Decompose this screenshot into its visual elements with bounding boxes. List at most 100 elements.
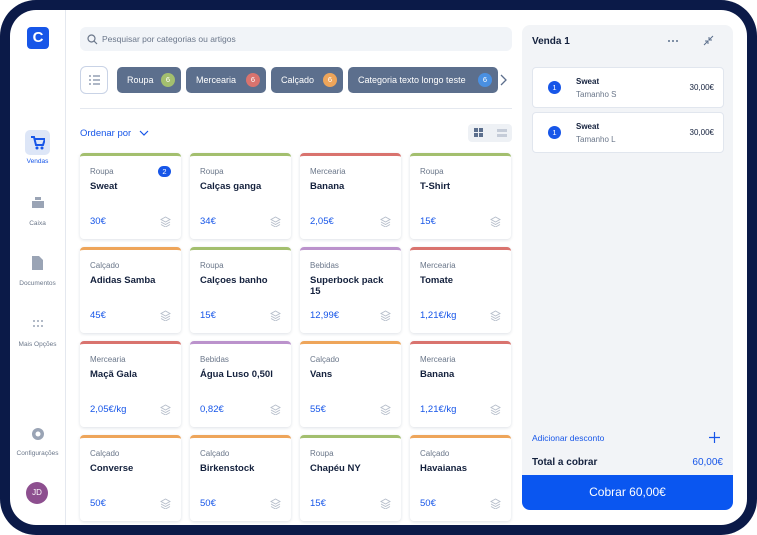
- stack-icon: [490, 216, 501, 227]
- stack-icon: [160, 310, 171, 321]
- product-name: Vans: [310, 369, 333, 380]
- product-price: 15€: [420, 216, 436, 227]
- product-name: Havaianas: [420, 463, 468, 474]
- app: C Vendas Caixa Documentos Mais Opções Co…: [10, 10, 747, 525]
- product-card[interactable]: Calçado Converse 50€: [80, 435, 181, 521]
- product-category: Bebidas: [200, 355, 229, 364]
- product-category: Calçado: [200, 449, 230, 458]
- search-placeholder: Pesquisar por categorias ou artigos: [102, 34, 236, 44]
- item-variant: Tamanho L: [576, 135, 616, 144]
- chip-count: 6: [246, 73, 260, 87]
- product-category: Mercearia: [420, 261, 456, 270]
- charge-button[interactable]: Cobrar 60,00€: [522, 475, 733, 510]
- product-price: 12,99€: [310, 310, 340, 321]
- product-card[interactable]: Roupa Calças ganga 34€: [190, 153, 291, 239]
- product-category: Calçado: [420, 449, 450, 458]
- stack-icon: [490, 498, 501, 509]
- nav-label[interactable]: Vendas: [26, 158, 49, 165]
- product-price: 50€: [90, 498, 106, 509]
- chip-label: Mercearia: [196, 75, 237, 85]
- category-chip[interactable]: Categoria texto longo teste 6: [348, 67, 498, 93]
- discount-link[interactable]: Adicionar desconto: [532, 433, 605, 443]
- product-name: Tomate: [420, 275, 454, 286]
- product-name: T-Shirt: [420, 181, 451, 192]
- sale-item[interactable]: 1 Sweat Tamanho S 30,00€: [532, 67, 724, 108]
- logo[interactable]: C: [27, 27, 49, 49]
- item-price: 30,00€: [689, 83, 714, 92]
- product-name: Superbock pack 15: [310, 275, 384, 297]
- nav-label[interactable]: Caixa: [29, 220, 46, 227]
- chip-label: Calçado: [281, 75, 315, 85]
- collapse-button[interactable]: [703, 35, 714, 46]
- product-price: 34€: [200, 216, 216, 227]
- product-name: Banana: [310, 181, 345, 192]
- chip-count: 6: [323, 73, 337, 87]
- sort-chevron[interactable]: [139, 129, 149, 137]
- product-price: 15€: [200, 310, 216, 321]
- product-category: Roupa: [310, 449, 334, 458]
- product-card[interactable]: Mercearia Banana 1,21€/kg: [410, 341, 511, 427]
- product-category: Roupa: [90, 167, 114, 176]
- sort-label[interactable]: Ordenar por: [80, 128, 132, 139]
- category-chip[interactable]: Mercearia 6: [186, 67, 266, 93]
- category-chip[interactable]: Roupa 6: [117, 67, 181, 93]
- stack-icon: [270, 404, 281, 415]
- product-name: Adidas Samba: [90, 275, 156, 286]
- stack-icon: [270, 498, 281, 509]
- product-category: Calçado: [90, 449, 120, 458]
- product-card[interactable]: Mercearia Tomate 1,21€/kg: [410, 247, 511, 333]
- product-category: Roupa: [200, 167, 224, 176]
- scroll-right[interactable]: [499, 74, 507, 86]
- product-name: Água Luso 0,50l: [200, 369, 273, 380]
- chip-count: 6: [161, 73, 175, 87]
- total-label: Total a cobrar: [532, 457, 598, 468]
- product-card[interactable]: Roupa Calçoes banho 15€: [190, 247, 291, 333]
- more-icon[interactable]: [32, 319, 44, 329]
- settings-icon[interactable]: [31, 427, 45, 441]
- product-card[interactable]: Roupa Chapéu NY 15€: [300, 435, 401, 521]
- stack-icon: [380, 498, 391, 509]
- sale-panel: Venda 1 1 Sweat Tamanho S 30,00€ 1 Sweat Taman…: [522, 25, 733, 510]
- item-qty: 1: [548, 126, 561, 139]
- sale-item[interactable]: 1 Sweat Tamanho L 30,00€: [532, 112, 724, 153]
- list-button[interactable]: [80, 66, 108, 94]
- cart-icon[interactable]: [30, 135, 45, 150]
- register-icon[interactable]: [31, 196, 45, 209]
- stack-icon: [380, 310, 391, 321]
- more-button[interactable]: [667, 39, 679, 43]
- product-card[interactable]: Roupa Sweat 30€ 2: [80, 153, 181, 239]
- product-price: 50€: [420, 498, 436, 509]
- item-qty: 1: [548, 81, 561, 94]
- search-bar[interactable]: Pesquisar por categorias ou artigos: [80, 27, 512, 51]
- add-discount[interactable]: [709, 432, 720, 443]
- product-card[interactable]: Calçado Havaianas 50€: [410, 435, 511, 521]
- product-name: Converse: [90, 463, 134, 474]
- nav-label[interactable]: Configurações: [16, 450, 59, 457]
- total-value: 60,00€: [692, 457, 723, 468]
- stack-icon: [160, 404, 171, 415]
- documents-icon[interactable]: [32, 256, 43, 270]
- category-chip[interactable]: Calçado 6: [271, 67, 343, 93]
- product-card[interactable]: Calçado Vans 55€: [300, 341, 401, 427]
- product-price: 30€: [90, 216, 106, 227]
- product-card[interactable]: Roupa T-Shirt 15€: [410, 153, 511, 239]
- product-price: 2,05€: [310, 216, 334, 227]
- view-toggle[interactable]: [468, 124, 512, 142]
- product-card[interactable]: Calçado Birkenstock 50€: [190, 435, 291, 521]
- avatar[interactable]: JD: [26, 482, 48, 504]
- product-card[interactable]: Mercearia Maçã Gala 2,05€/kg: [80, 341, 181, 427]
- product-category: Mercearia: [310, 167, 346, 176]
- product-card[interactable]: Calçado Adidas Samba 45€: [80, 247, 181, 333]
- stack-icon: [160, 498, 171, 509]
- product-card[interactable]: Mercearia Banana 2,05€: [300, 153, 401, 239]
- nav-label[interactable]: Mais Opções: [18, 341, 57, 348]
- product-card[interactable]: Bebidas Superbock pack 15 12,99€: [300, 247, 401, 333]
- stack-icon: [380, 216, 391, 227]
- product-name: Birkenstock: [200, 463, 255, 474]
- product-card[interactable]: Bebidas Água Luso 0,50l 0,82€: [190, 341, 291, 427]
- nav-label[interactable]: Documentos: [19, 280, 56, 287]
- product-category: Bebidas: [310, 261, 339, 270]
- divider: [80, 108, 512, 109]
- stack-icon: [490, 310, 501, 321]
- product-name: Banana: [420, 369, 455, 380]
